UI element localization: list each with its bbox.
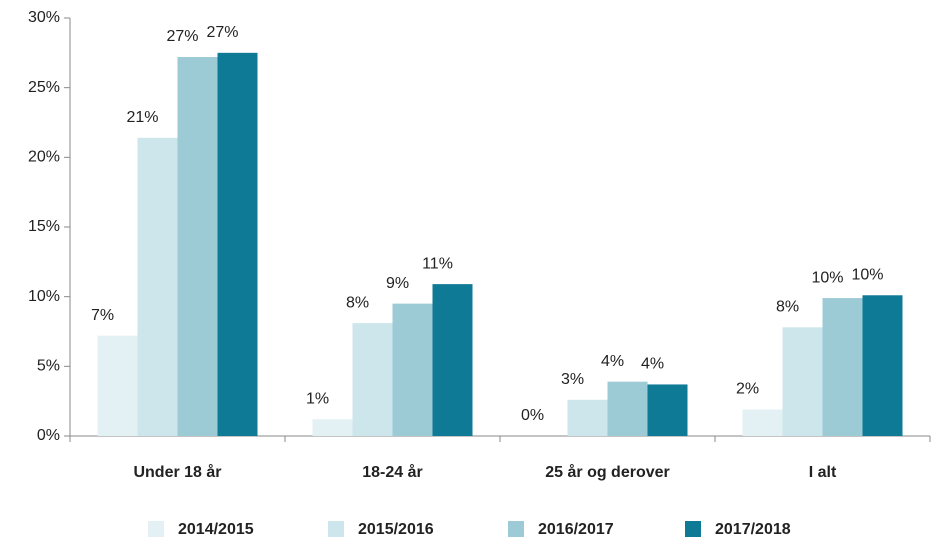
bar	[217, 52, 258, 436]
bar	[97, 335, 138, 436]
bar	[352, 323, 393, 436]
x-tick-label: I alt	[809, 464, 837, 481]
bar	[822, 298, 863, 436]
value-label: 27%	[166, 28, 198, 45]
bar	[312, 419, 353, 436]
value-label: 10%	[811, 269, 843, 286]
value-label: 0%	[521, 407, 544, 424]
bar	[392, 303, 433, 436]
legend-label: 2017/2018	[715, 521, 791, 538]
value-label: 11%	[422, 255, 453, 272]
bar	[862, 295, 903, 436]
y-tick-label: 20%	[28, 149, 60, 166]
legend-swatch	[685, 521, 701, 537]
legend-swatch	[508, 521, 524, 537]
value-label: 8%	[346, 294, 369, 311]
legend-swatch	[328, 521, 344, 537]
bar	[782, 327, 823, 436]
bar	[607, 381, 648, 436]
y-tick-label: 25%	[28, 79, 60, 96]
value-label: 27%	[206, 24, 238, 41]
y-tick-label: 30%	[28, 9, 60, 26]
value-label: 7%	[91, 307, 114, 324]
y-tick-label: 10%	[28, 288, 60, 305]
value-label: 9%	[386, 275, 409, 292]
y-tick-label: 15%	[28, 218, 60, 235]
bar	[647, 384, 688, 436]
bar	[177, 57, 218, 436]
value-label: 1%	[306, 390, 329, 407]
x-tick-label: 25 år og derover	[545, 463, 670, 481]
x-tick-label: 18-24 år	[362, 463, 423, 481]
bar	[137, 137, 178, 436]
value-label: 4%	[601, 353, 624, 370]
bar	[432, 284, 473, 436]
value-label: 3%	[561, 371, 584, 388]
value-label: 2%	[736, 381, 759, 398]
legend-label: 2014/2015	[178, 521, 254, 538]
y-tick-label: 0%	[37, 427, 60, 444]
value-label: 10%	[851, 266, 883, 283]
legend-swatch	[148, 521, 164, 537]
value-label: 8%	[776, 299, 799, 316]
bar	[742, 409, 783, 436]
value-label: 21%	[126, 109, 158, 126]
value-label: 4%	[641, 356, 664, 373]
x-tick-label: Under 18 år	[133, 463, 221, 481]
bar	[567, 399, 608, 436]
legend-label: 2015/2016	[358, 521, 434, 538]
y-tick-label: 5%	[37, 358, 60, 375]
legend-label: 2016/2017	[538, 521, 614, 538]
